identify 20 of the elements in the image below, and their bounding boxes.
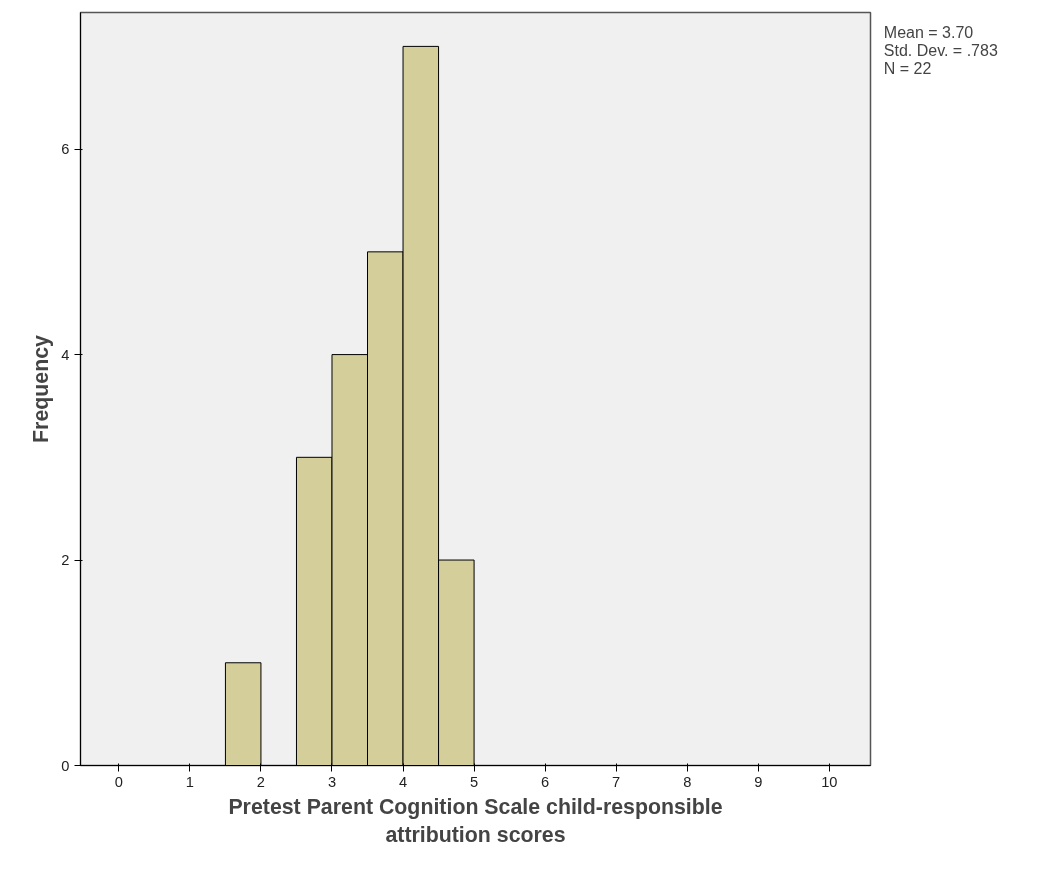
y-tick-label: 2 <box>61 552 70 569</box>
x-tick-label: 9 <box>754 773 763 790</box>
x-tick-label: 7 <box>612 773 621 790</box>
y-tick-label: 6 <box>61 141 70 158</box>
y-axis-title: Frequency <box>29 334 54 443</box>
text: Std. Dev. = .783 <box>883 41 998 59</box>
text: N = 22 <box>883 59 932 77</box>
x-tick-label: 4 <box>398 773 408 790</box>
y-tick-label: 0 <box>61 757 70 774</box>
x-axis-title: Pretest Parent Cognition Scale child-responsible attribution scores <box>228 794 723 848</box>
x-tick-label: 0 <box>114 773 123 790</box>
y-tick-label: 4 <box>61 346 70 363</box>
x-tick-label: 6 <box>541 773 550 790</box>
text: Mean = 3.70 <box>883 23 974 41</box>
x-tick-label: 8 <box>683 773 692 790</box>
x-tick-label: 10 <box>821 773 838 790</box>
x-tick-label: 1 <box>185 773 194 790</box>
x-tick-label: 3 <box>327 773 337 790</box>
x-tick-label: 2 <box>256 773 266 790</box>
x-tick-label: 5 <box>470 773 479 790</box>
